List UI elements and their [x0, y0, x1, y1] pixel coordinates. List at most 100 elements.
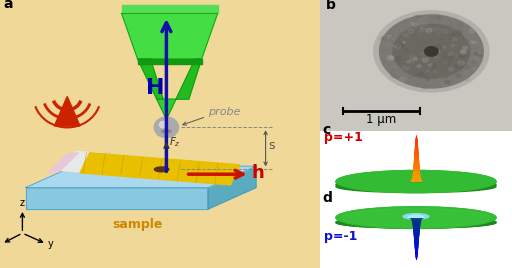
- Circle shape: [400, 39, 403, 41]
- Circle shape: [458, 81, 460, 82]
- Circle shape: [469, 29, 475, 33]
- Circle shape: [400, 65, 403, 67]
- Polygon shape: [157, 99, 176, 119]
- Circle shape: [387, 56, 393, 60]
- Circle shape: [424, 24, 428, 26]
- Circle shape: [442, 82, 447, 86]
- Circle shape: [449, 80, 452, 83]
- Circle shape: [478, 42, 483, 45]
- Circle shape: [445, 21, 450, 24]
- Circle shape: [436, 28, 442, 33]
- Circle shape: [409, 53, 412, 56]
- Circle shape: [426, 79, 429, 81]
- Circle shape: [411, 22, 415, 25]
- Circle shape: [389, 35, 392, 37]
- Circle shape: [399, 44, 404, 47]
- Circle shape: [389, 34, 393, 37]
- Circle shape: [414, 15, 419, 18]
- Circle shape: [445, 80, 450, 84]
- Ellipse shape: [336, 170, 496, 192]
- Circle shape: [389, 56, 394, 59]
- Circle shape: [417, 65, 421, 68]
- Circle shape: [424, 37, 429, 40]
- Circle shape: [433, 30, 437, 34]
- Circle shape: [448, 42, 452, 45]
- Ellipse shape: [162, 130, 171, 133]
- Text: s: s: [268, 139, 274, 152]
- Circle shape: [437, 16, 441, 20]
- Polygon shape: [26, 188, 208, 209]
- Circle shape: [408, 29, 414, 33]
- Circle shape: [455, 54, 458, 57]
- Circle shape: [453, 51, 457, 54]
- Circle shape: [471, 61, 474, 63]
- Circle shape: [446, 63, 450, 66]
- Circle shape: [463, 76, 470, 81]
- Circle shape: [383, 35, 389, 39]
- Circle shape: [451, 34, 455, 36]
- Ellipse shape: [336, 217, 496, 228]
- Text: probe: probe: [208, 107, 241, 117]
- Circle shape: [449, 52, 453, 55]
- Circle shape: [442, 46, 446, 48]
- Circle shape: [463, 40, 469, 44]
- Circle shape: [448, 51, 450, 53]
- Circle shape: [396, 44, 401, 48]
- Circle shape: [417, 17, 422, 21]
- Circle shape: [459, 25, 461, 27]
- Circle shape: [440, 39, 442, 40]
- Polygon shape: [138, 59, 163, 99]
- Circle shape: [451, 46, 453, 47]
- Circle shape: [436, 32, 441, 35]
- Circle shape: [393, 72, 398, 76]
- Circle shape: [420, 27, 422, 28]
- Circle shape: [474, 53, 478, 55]
- Circle shape: [449, 61, 451, 62]
- Circle shape: [420, 85, 425, 88]
- Circle shape: [159, 121, 167, 128]
- Circle shape: [382, 36, 387, 40]
- Ellipse shape: [336, 179, 496, 190]
- Circle shape: [442, 29, 449, 33]
- Circle shape: [392, 68, 394, 70]
- Circle shape: [461, 53, 466, 56]
- Circle shape: [416, 59, 418, 61]
- Circle shape: [416, 84, 419, 85]
- Circle shape: [464, 23, 467, 25]
- Circle shape: [473, 60, 477, 63]
- Ellipse shape: [336, 180, 496, 192]
- Circle shape: [468, 26, 471, 28]
- Circle shape: [154, 117, 179, 137]
- Text: z: z: [19, 198, 24, 208]
- Circle shape: [391, 74, 397, 78]
- Ellipse shape: [155, 167, 169, 172]
- Circle shape: [422, 84, 429, 89]
- Circle shape: [450, 56, 453, 58]
- Polygon shape: [208, 166, 256, 209]
- Ellipse shape: [336, 207, 496, 228]
- Text: 1 μm: 1 μm: [366, 113, 397, 126]
- Ellipse shape: [158, 133, 175, 136]
- Circle shape: [374, 11, 489, 92]
- Circle shape: [421, 23, 427, 26]
- Ellipse shape: [342, 209, 490, 227]
- Ellipse shape: [336, 170, 496, 192]
- Circle shape: [402, 65, 405, 67]
- Circle shape: [455, 79, 457, 80]
- Circle shape: [432, 56, 434, 57]
- Circle shape: [473, 41, 477, 44]
- Text: d: d: [322, 191, 332, 205]
- Circle shape: [453, 44, 455, 46]
- Circle shape: [412, 26, 417, 30]
- Circle shape: [442, 53, 445, 55]
- Circle shape: [427, 70, 429, 72]
- Circle shape: [461, 47, 464, 49]
- Circle shape: [436, 45, 442, 49]
- Circle shape: [457, 28, 462, 32]
- Circle shape: [450, 29, 452, 31]
- Circle shape: [474, 58, 479, 62]
- Circle shape: [475, 59, 478, 61]
- Circle shape: [409, 46, 413, 49]
- Circle shape: [478, 52, 481, 54]
- Circle shape: [435, 56, 437, 58]
